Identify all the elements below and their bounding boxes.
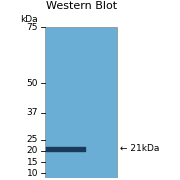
FancyBboxPatch shape bbox=[45, 27, 117, 178]
Text: 15: 15 bbox=[27, 158, 38, 167]
Text: kDa: kDa bbox=[21, 15, 38, 24]
Text: 25: 25 bbox=[27, 135, 38, 144]
Text: 75: 75 bbox=[27, 23, 38, 32]
Text: 37: 37 bbox=[27, 108, 38, 117]
Text: Western Blot: Western Blot bbox=[46, 1, 117, 11]
Text: 10: 10 bbox=[27, 169, 38, 178]
Text: 20: 20 bbox=[27, 146, 38, 155]
Text: ← 21kDa: ← 21kDa bbox=[120, 144, 159, 153]
Text: 50: 50 bbox=[27, 79, 38, 88]
